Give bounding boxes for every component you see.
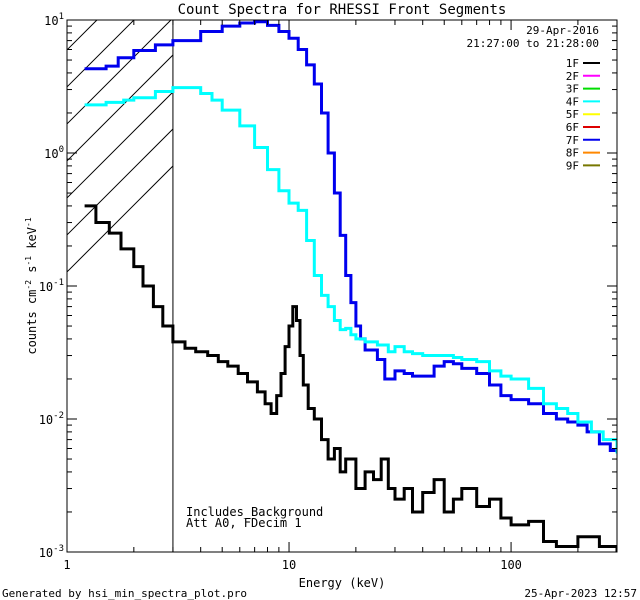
y-tick-label: 100 [44,145,64,161]
legend-label: 5F [566,108,579,121]
y-tick-label: 10-2 [39,411,64,427]
time-range: 21:27:00 to 21:28:00 [467,37,599,50]
observation-date: 29-Apr-2016 [526,24,599,37]
legend-label: 7F [566,134,579,147]
legend-label: 6F [566,121,579,134]
hatch-line [67,20,98,51]
series-1F [84,204,617,552]
chart-title: Count Spectra for RHESSI Front Segments [178,2,507,18]
footer-timestamp: 25-Apr-2023 12:57 [524,587,637,600]
annotation-background: Includes_Background [186,505,323,519]
y-axis-label: counts cm-2 s-1 keV-1 [24,217,39,354]
generated-by: Generated by hsi_min_spectra_plot.pro [2,587,247,600]
legend-label: 2F [566,70,579,83]
y-tick-label: 101 [44,12,64,28]
hatch-line [67,0,173,13]
hatch-line [67,165,174,273]
x-tick-label: 1 [63,558,70,572]
hatch-line [67,91,174,199]
hatch-line [67,128,174,236]
x-tick-label: 100 [500,558,522,572]
legend-label: 1F [566,57,579,70]
series-4F [84,86,617,454]
legend-label: 4F [566,95,579,108]
legend-label: 8F [566,147,579,160]
legend-label: 9F [566,159,579,172]
annotation-attenuator: Att A0, FDecim 1 [186,516,302,530]
hatch-line [67,54,174,162]
y-tick-label: 10-3 [39,544,64,560]
x-axis-label: Energy (keV) [299,576,386,590]
legend-label: 3F [566,83,579,96]
x-tick-label: 10 [282,558,296,572]
y-tick-label: 10-1 [39,278,64,294]
excluded-energy-region [67,0,174,273]
